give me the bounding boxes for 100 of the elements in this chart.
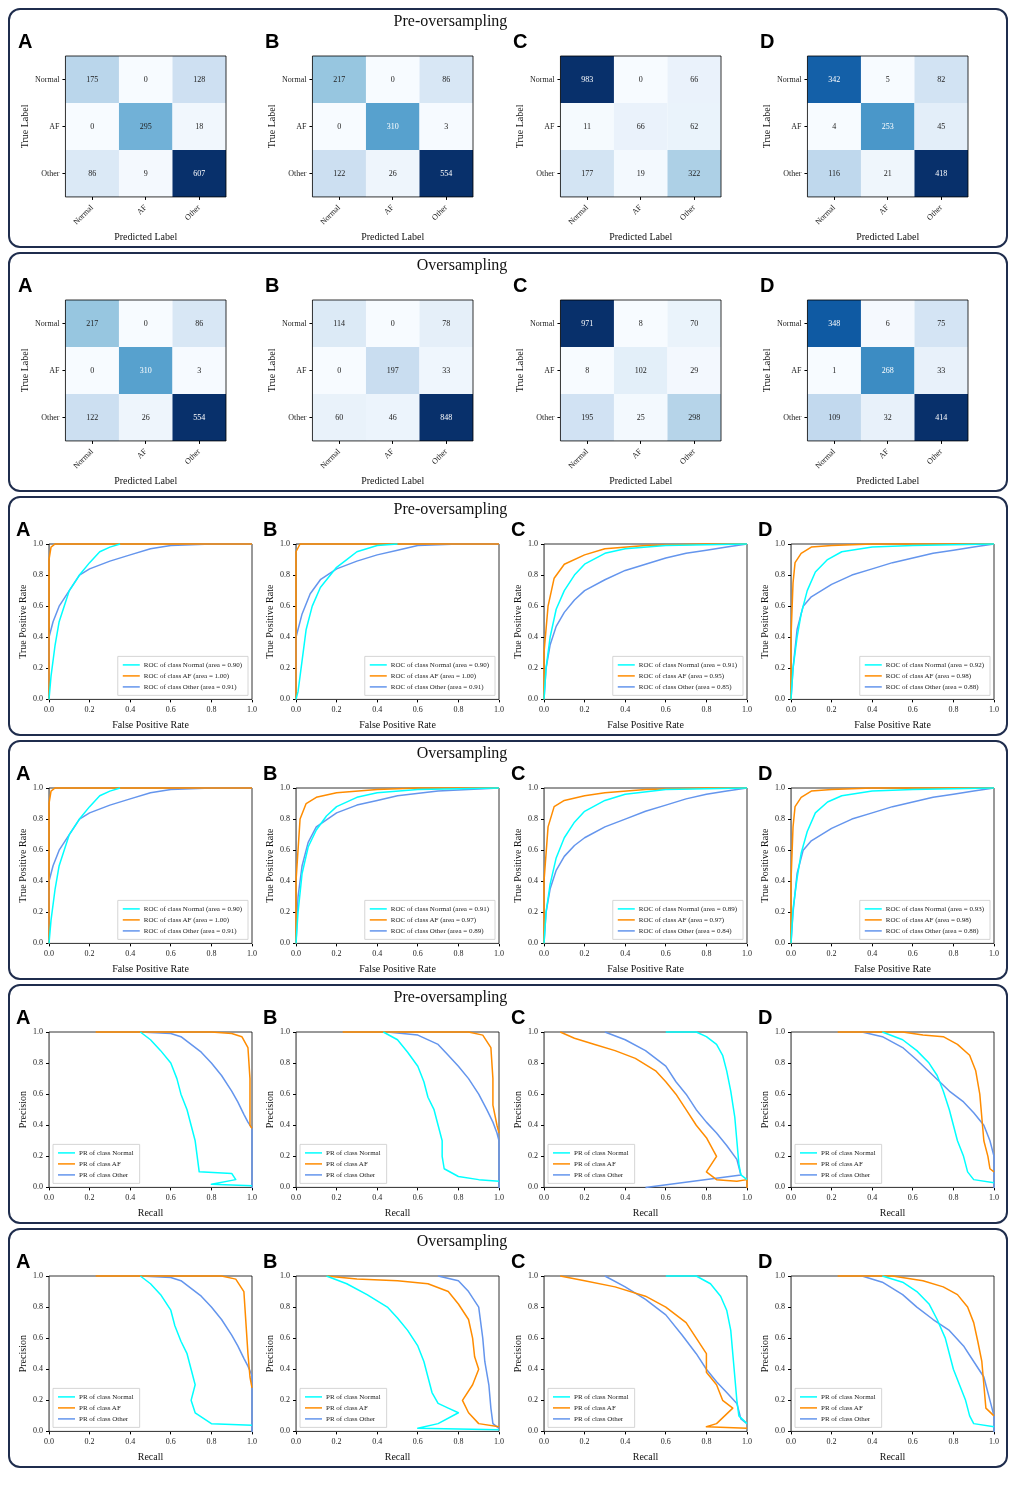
data-label: 253 — [881, 121, 894, 131]
chart-title: C — [512, 273, 528, 296]
data-label: 197 — [387, 365, 400, 375]
y-tick-label: 0.8 — [527, 1302, 538, 1312]
y-axis-title: Precision — [263, 1335, 275, 1373]
y-axis-title: True Positive Rate — [758, 584, 770, 659]
data-label: 75 — [937, 318, 946, 328]
x-tick-label: 1.0 — [247, 1437, 257, 1447]
data-label: 322 — [687, 168, 700, 178]
y-tick-label: 0.4 — [527, 632, 538, 642]
data-label: 102 — [634, 365, 647, 375]
y-axis-title: True Label — [760, 104, 772, 149]
y-axis-title: Precision — [263, 1091, 275, 1129]
y-tick-label: 0.4 — [33, 1364, 43, 1374]
x-tick-label: AF — [877, 446, 891, 461]
x-axis-title: False Positive Rate — [112, 718, 190, 730]
chart-title: C — [510, 1249, 526, 1272]
y-tick-label: 0.2 — [33, 1151, 43, 1161]
y-tick-label: Other — [783, 168, 802, 178]
x-tick-label: AF — [877, 202, 891, 217]
x-tick-label: 0.8 — [206, 705, 217, 715]
data-label: 109 — [828, 412, 841, 422]
y-axis-title: Precision — [758, 1335, 770, 1373]
y-tick-label: AF — [791, 121, 802, 131]
y-tick-label: 0.4 — [33, 876, 43, 886]
chart-title: A — [16, 1249, 31, 1272]
x-tick-label: 0.4 — [619, 1437, 630, 1447]
x-axis-title: Recall — [137, 1206, 164, 1218]
data-label: 86 — [88, 168, 97, 178]
y-tick-label: 0.8 — [527, 570, 538, 580]
y-tick-label: 0.8 — [774, 1302, 785, 1312]
y-tick-label: 1.0 — [774, 1027, 785, 1037]
y-tick-label: Other — [535, 412, 555, 422]
x-tick-label: 0.2 — [84, 1437, 95, 1447]
x-tick-label: 0.8 — [453, 1193, 464, 1203]
x-tick-label: 0.4 — [125, 705, 136, 715]
data-label: 86 — [195, 318, 204, 328]
y-tick-label: 0.8 — [280, 1302, 291, 1312]
y-tick-label: AF — [543, 365, 555, 375]
y-tick-label: 0.8 — [527, 814, 538, 824]
data-label: 848 — [440, 412, 453, 422]
data-label: 0 — [391, 318, 396, 328]
data-label: 310 — [387, 121, 400, 131]
chart-title: A — [16, 761, 31, 784]
y-tick-label: 0.6 — [527, 845, 538, 855]
data-label: 66 — [636, 121, 645, 131]
data-label: 3 — [197, 365, 202, 375]
data-label: 60 — [335, 412, 344, 422]
x-tick-label: 0.8 — [948, 1437, 959, 1447]
y-tick-label: Normal — [529, 74, 555, 84]
x-tick-label: 1.0 — [988, 705, 999, 715]
x-tick-label: 0.4 — [867, 705, 878, 715]
data-label: 342 — [828, 74, 841, 84]
chart-title: D — [757, 761, 773, 784]
chart-subtitle: Pre-oversampling — [392, 987, 508, 1006]
x-tick-label: 0.2 — [331, 949, 342, 959]
x-tick-label: 0.2 — [579, 705, 590, 715]
data-label: 19 — [636, 168, 645, 178]
chart-title: C — [510, 517, 526, 540]
data-label: 45 — [937, 121, 946, 131]
data-label: 177 — [580, 168, 593, 178]
y-tick-label: Other — [783, 412, 802, 422]
y-tick-label: 0.6 — [774, 1089, 785, 1099]
data-label: 29 — [689, 365, 698, 375]
y-tick-label: 0.0 — [527, 938, 538, 948]
chart-title: B — [265, 29, 280, 52]
y-axis-title: True Label — [513, 348, 525, 393]
y-tick-label: 0.6 — [527, 1333, 538, 1343]
x-tick-label: 0.6 — [660, 949, 671, 959]
x-axis-title: Recall — [137, 1450, 164, 1462]
y-tick-label: 1.0 — [774, 783, 785, 793]
x-tick-label: 0.2 — [84, 705, 95, 715]
y-tick-label: AF — [296, 121, 308, 131]
data-label: 0 — [143, 318, 148, 328]
y-tick-label: 0.0 — [527, 694, 538, 704]
chart-subtitle: Pre-oversampling — [392, 499, 508, 518]
data-label: 3 — [444, 121, 449, 131]
x-tick-label: 1.0 — [247, 705, 257, 715]
data-label: 414 — [935, 412, 948, 422]
y-axis-title: True Positive Rate — [16, 828, 28, 903]
chart-title: C — [512, 29, 528, 52]
x-axis-title: Predicted Label — [608, 230, 673, 242]
x-tick-label: 0.4 — [619, 705, 630, 715]
y-tick-label: Normal — [529, 318, 555, 328]
chart-title: D — [757, 1249, 773, 1272]
y-tick-label: 0.2 — [774, 663, 785, 673]
x-tick-label: 0.8 — [206, 949, 217, 959]
data-label: 0 — [90, 365, 95, 375]
y-tick-label: 0.8 — [33, 1302, 43, 1312]
data-label: 8 — [584, 365, 589, 375]
data-label: 62 — [689, 121, 698, 131]
y-axis-title: True Label — [18, 348, 30, 393]
data-label: 607 — [193, 168, 206, 178]
y-axis-title: True Label — [18, 104, 30, 149]
y-axis-title: True Positive Rate — [511, 828, 523, 903]
y-tick-label: 0.2 — [33, 663, 43, 673]
data-label: 11 — [583, 121, 591, 131]
data-label: 0 — [337, 121, 342, 131]
y-axis-title: Precision — [16, 1091, 28, 1129]
y-tick-label: 0.2 — [527, 907, 538, 917]
